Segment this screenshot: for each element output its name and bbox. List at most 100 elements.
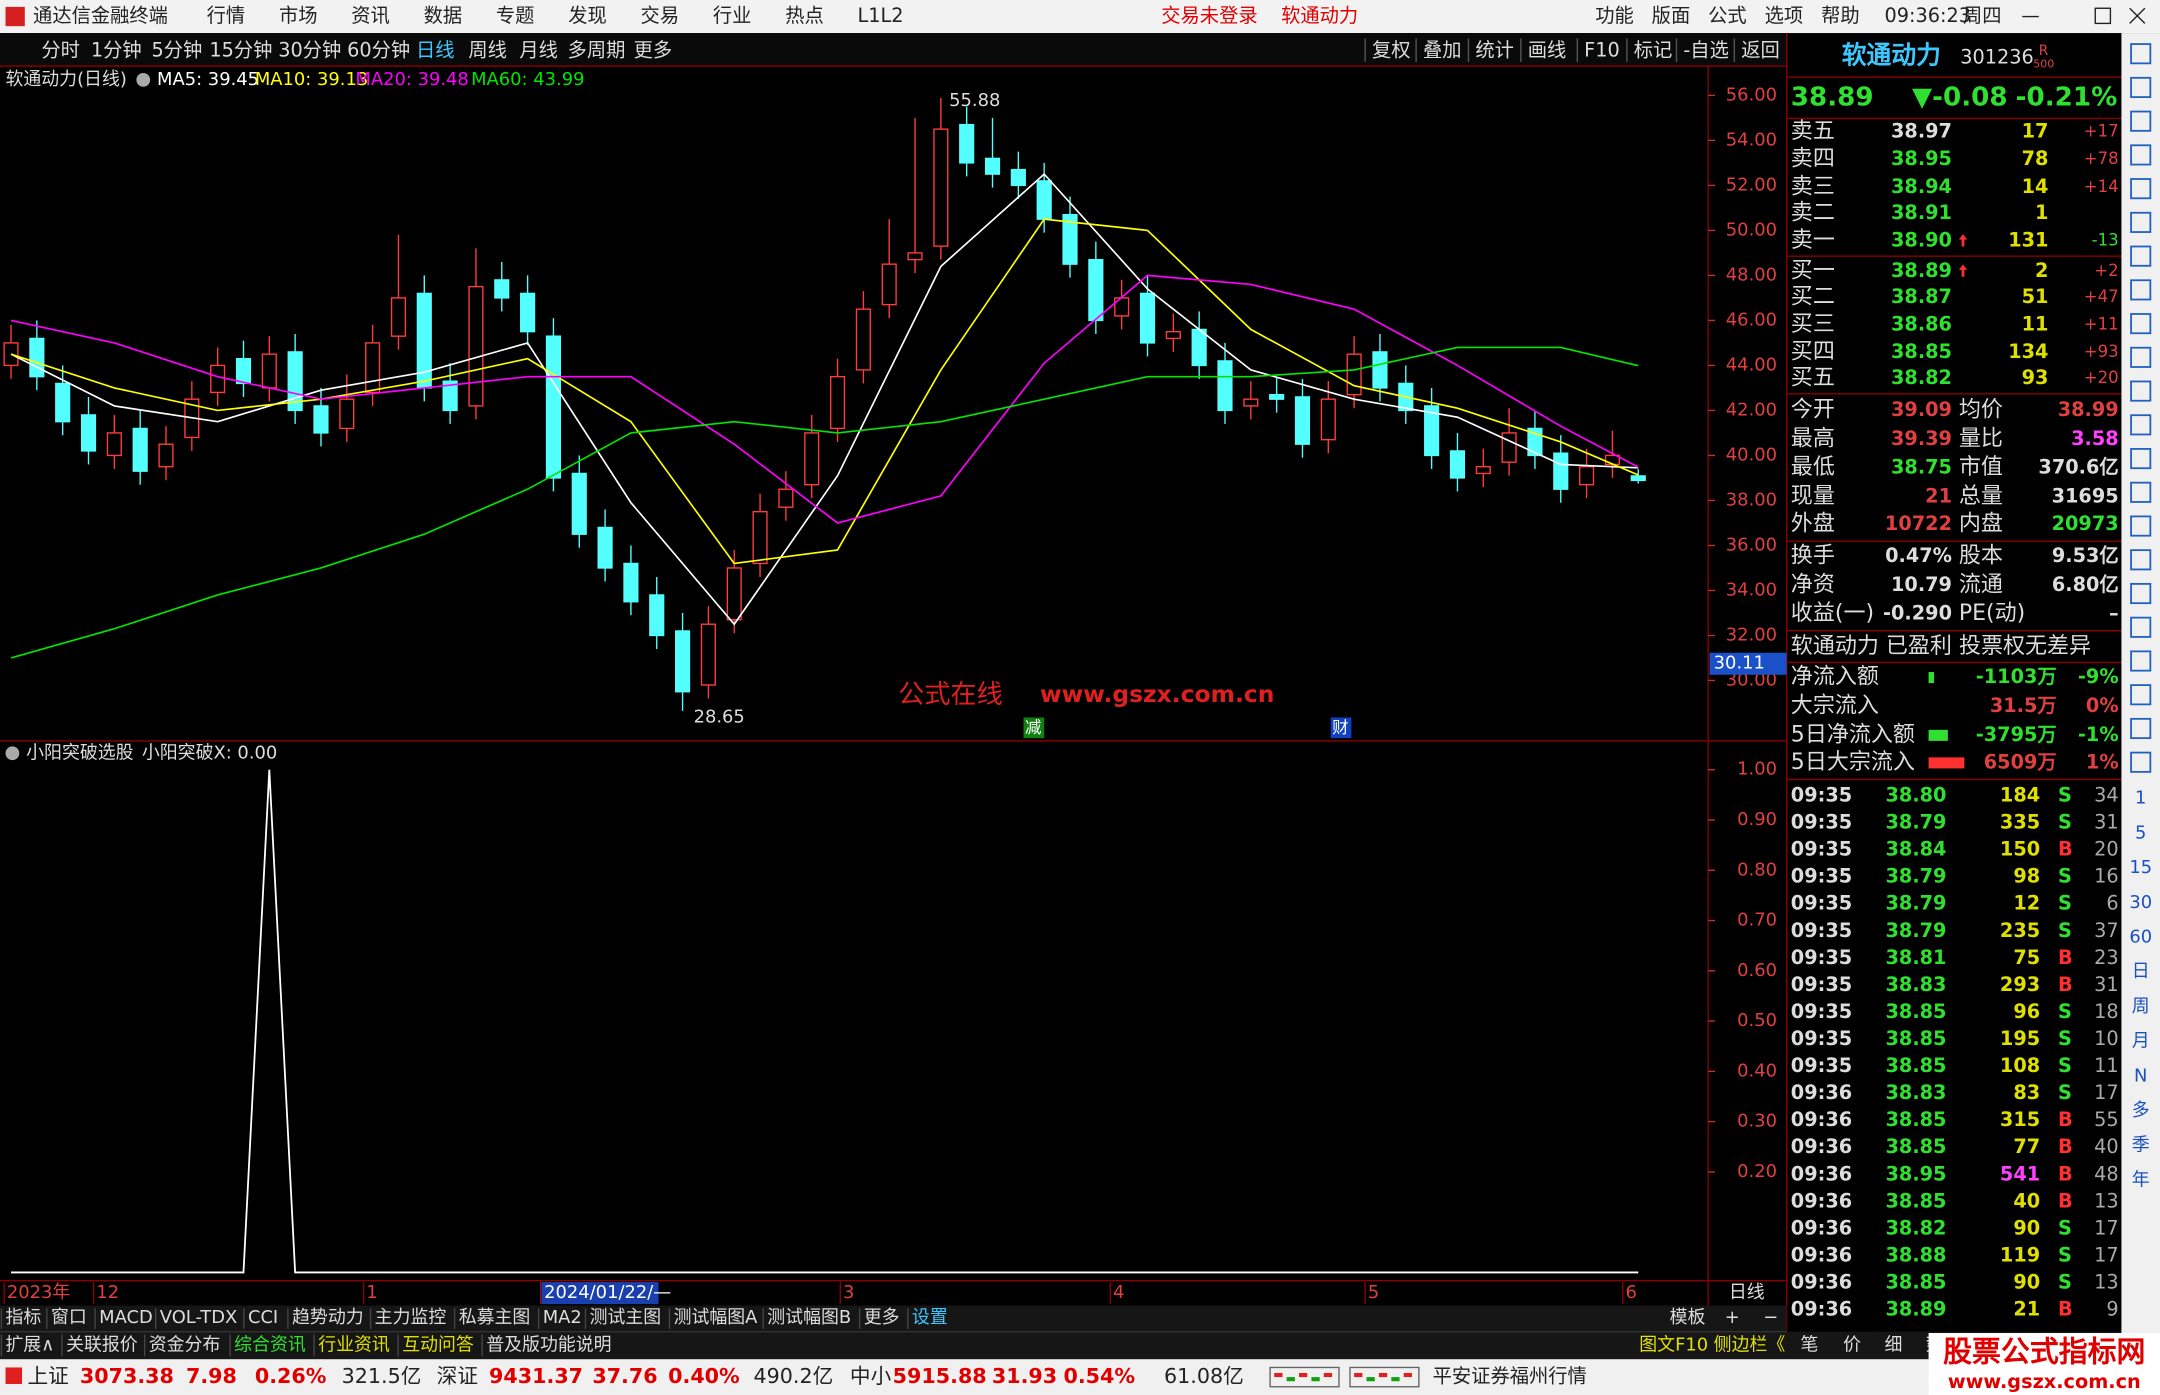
close-button xyxy=(2129,7,2146,24)
tab[interactable]: 指标 xyxy=(6,1307,42,1328)
tab[interactable]: 私募主图 xyxy=(459,1307,531,1328)
tab[interactable]: MA2 xyxy=(543,1307,582,1328)
tool-button[interactable]: 返回 xyxy=(1741,38,1780,61)
trade-volume: 150 xyxy=(2000,838,2040,861)
tab[interactable]: 侧边栏《 xyxy=(1714,1334,1786,1355)
period-button[interactable]: 15分钟 xyxy=(209,38,272,61)
menu-item[interactable]: 版面 xyxy=(1652,4,1691,27)
menu-item[interactable]: 功能 xyxy=(1595,4,1634,27)
trade-volume: 541 xyxy=(2000,1162,2040,1185)
menu-item[interactable]: 数据 xyxy=(424,4,463,27)
clock: 09:36:23 xyxy=(1884,4,1971,27)
tab[interactable]: 普及版功能说明 xyxy=(486,1334,611,1355)
sidebar-button[interactable]: 日 xyxy=(2132,961,2150,982)
indicator-legend: 小阳突破X: 0.00 xyxy=(142,742,277,763)
menu-alert[interactable]: 交易未登录 xyxy=(1161,4,1257,27)
period-button[interactable]: 更多 xyxy=(634,38,673,61)
tool-button[interactable]: 统计 xyxy=(1475,38,1514,61)
menu-item[interactable]: 发现 xyxy=(568,4,607,27)
tab[interactable]: 笔 xyxy=(1800,1334,1818,1355)
period-button[interactable]: 日线 xyxy=(416,38,455,61)
candle-body xyxy=(313,405,329,434)
menu-alert[interactable]: 软通动力 xyxy=(1281,4,1358,27)
sidebar-button[interactable]: 多 xyxy=(2132,1100,2150,1121)
trade-volume: 12 xyxy=(2013,892,2040,915)
tab[interactable]: 测试幅图B xyxy=(767,1307,851,1328)
sidebar-button[interactable]: 60 xyxy=(2129,927,2152,948)
tab-control[interactable]: − xyxy=(1763,1307,1778,1328)
menu-item[interactable]: 行业 xyxy=(713,4,752,27)
tab[interactable]: 扩展∧ xyxy=(6,1334,55,1355)
menu-item[interactable]: 交易 xyxy=(641,4,680,27)
tab[interactable]: 测试主图 xyxy=(590,1307,662,1328)
candle-body xyxy=(1139,292,1156,344)
trade-volume: 90 xyxy=(2013,1216,2040,1239)
sidebar-button[interactable]: 1 xyxy=(2135,788,2146,809)
tab[interactable]: 窗口 xyxy=(51,1307,87,1328)
tab[interactable]: MACD xyxy=(99,1307,153,1328)
trade-count: 16 xyxy=(2094,865,2119,888)
tab[interactable]: 细 xyxy=(1884,1334,1902,1355)
tab-control[interactable]: + xyxy=(1725,1307,1740,1328)
tool-button[interactable]: 画线 xyxy=(1528,38,1567,61)
period-button[interactable]: 月线 xyxy=(519,38,558,61)
tool-button[interactable]: F10 xyxy=(1584,38,1620,61)
market-gauge-bar xyxy=(1403,1372,1412,1378)
period-button[interactable]: 多周期 xyxy=(568,38,626,61)
menu-item[interactable]: 公式 xyxy=(1708,4,1747,27)
menu-item[interactable]: 行情 xyxy=(207,4,246,27)
tab[interactable]: 关联报价 xyxy=(66,1334,138,1355)
tool-button[interactable]: 复权 xyxy=(1372,38,1411,61)
sidebar-button[interactable]: N xyxy=(2134,1065,2147,1086)
sidebar-button[interactable]: 15 xyxy=(2129,857,2152,878)
candle-body xyxy=(494,279,510,299)
menu-item[interactable]: 资讯 xyxy=(351,4,390,27)
sidebar-button[interactable]: 月 xyxy=(2132,1031,2150,1052)
menu-item[interactable]: 热点 xyxy=(785,4,824,27)
tool-button[interactable]: -自选 xyxy=(1683,38,1728,61)
tab[interactable]: VOL-TDX xyxy=(160,1307,237,1328)
tab-control[interactable]: 模板 xyxy=(1670,1307,1706,1328)
tab[interactable]: 互动问答 xyxy=(402,1334,474,1355)
stat-label: 最低 xyxy=(1791,455,1835,480)
tab[interactable]: 设置 xyxy=(912,1307,948,1328)
tab[interactable]: 测试幅图A xyxy=(674,1307,759,1328)
tool-button[interactable]: 叠加 xyxy=(1423,38,1462,61)
tab[interactable]: 趋势动力 xyxy=(292,1307,364,1328)
period-button[interactable]: 1分钟 xyxy=(91,38,142,61)
sidebar-button[interactable]: 周 xyxy=(2132,996,2150,1017)
candle-body xyxy=(29,337,45,378)
menu-item[interactable]: 选项 xyxy=(1765,4,1804,27)
period-button[interactable]: 周线 xyxy=(468,38,507,61)
tab[interactable]: CCI xyxy=(248,1307,278,1328)
trade-side: S xyxy=(2058,865,2072,888)
tab[interactable]: 资金分布 xyxy=(149,1334,221,1355)
trade-side: B xyxy=(2058,1108,2073,1131)
tab[interactable]: 价 xyxy=(1843,1334,1861,1355)
period-button[interactable]: 5分钟 xyxy=(152,38,203,61)
sidebar-button[interactable]: 30 xyxy=(2129,892,2152,913)
menu-item[interactable]: 市场 xyxy=(279,4,318,27)
period-toolbar xyxy=(0,33,1787,67)
period-button[interactable]: 60分钟 xyxy=(347,38,410,61)
sidebar-button[interactable]: 5 xyxy=(2135,822,2146,843)
sidebar-button[interactable]: 年 xyxy=(2132,1169,2150,1190)
menu-item[interactable]: L1L2 xyxy=(858,4,904,27)
trade-count: 20 xyxy=(2094,838,2119,861)
cursor-price-box xyxy=(1709,652,1787,675)
tab[interactable]: 行业资讯 xyxy=(318,1334,390,1355)
tool-button[interactable]: 标记 xyxy=(1634,38,1673,61)
period-button[interactable]: 30分钟 xyxy=(278,38,341,61)
book-label: 买四 xyxy=(1791,340,1835,365)
menu-item[interactable]: 帮助 xyxy=(1821,4,1860,27)
candle-body xyxy=(1630,475,1646,482)
menu-item[interactable]: 专题 xyxy=(496,4,535,27)
sidebar-button[interactable]: 季 xyxy=(2132,1135,2150,1156)
tab[interactable]: 图文F10 xyxy=(1639,1334,1708,1355)
tab[interactable]: 更多 xyxy=(864,1307,900,1328)
tab[interactable]: 主力监控 xyxy=(375,1307,447,1328)
candle-body xyxy=(1036,180,1052,220)
trade-price: 38.85 xyxy=(1886,1189,1947,1212)
period-button[interactable]: 分时 xyxy=(41,38,80,61)
tab[interactable]: 综合资讯 xyxy=(234,1334,306,1355)
